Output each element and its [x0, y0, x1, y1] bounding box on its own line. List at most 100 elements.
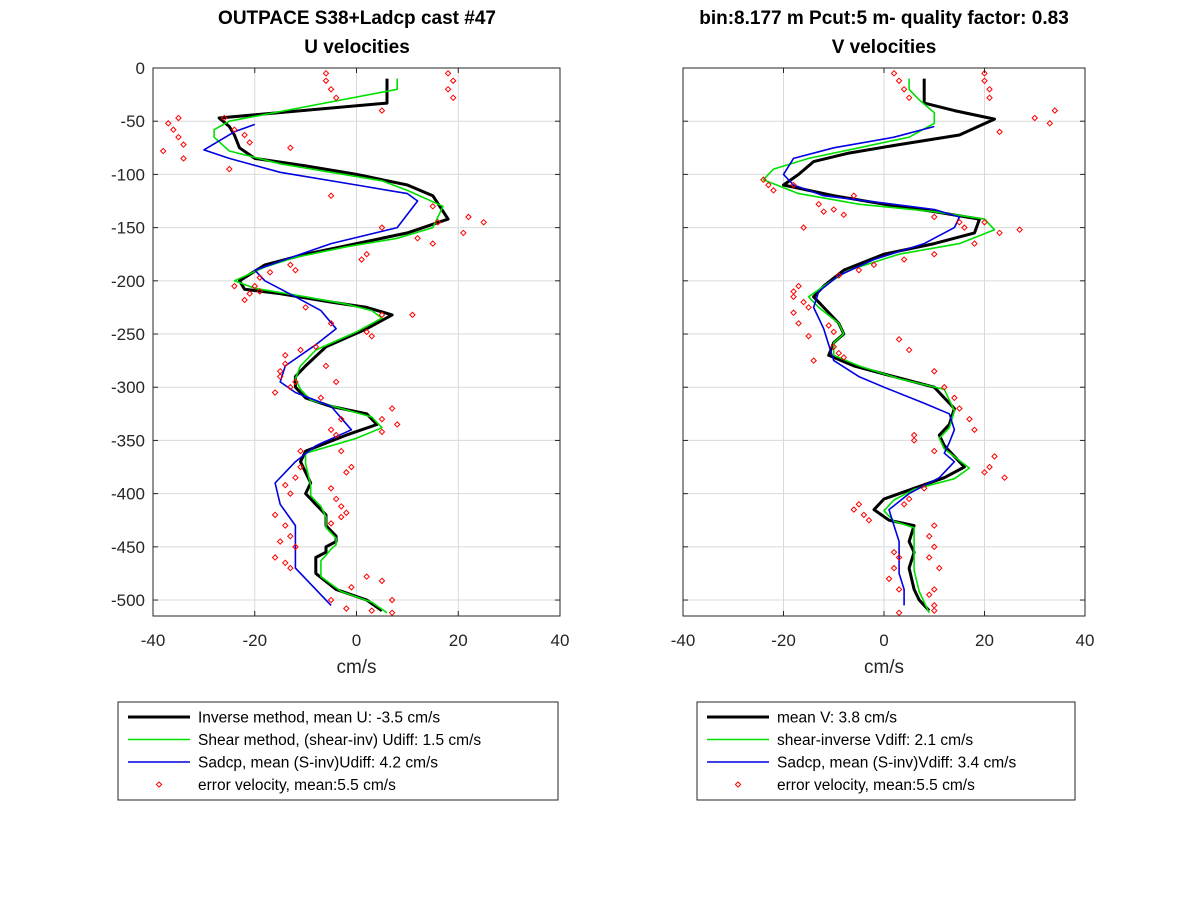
- error-velocity-point: [991, 453, 998, 460]
- data-layer: [159, 70, 487, 616]
- x-tick-label: 40: [551, 631, 570, 650]
- error-velocity-point: [409, 311, 416, 319]
- error-velocity-point: [480, 218, 487, 226]
- error-velocity-point: [271, 511, 279, 519]
- error-velocity-point: [327, 192, 335, 199]
- error-velocity-point: [327, 320, 335, 327]
- error-velocity-point: [870, 261, 878, 269]
- error-velocity-point: [900, 500, 908, 508]
- error-velocity-point: [465, 213, 472, 221]
- error-velocity-point: [800, 224, 807, 231]
- x-tick-label: -20: [242, 631, 267, 650]
- error-velocity-point: [358, 256, 365, 263]
- error-velocity-point: [256, 288, 264, 295]
- error-velocity-point: [388, 596, 396, 604]
- x-tick-label: 20: [449, 631, 468, 650]
- error-velocity-point: [900, 256, 908, 263]
- error-velocity-point: [981, 70, 988, 77]
- error-velocity-point: [981, 469, 988, 476]
- error-velocity-point: [332, 495, 340, 503]
- error-velocity-point: [961, 224, 968, 231]
- error-velocity-point: [271, 389, 279, 396]
- error-velocity-point: [231, 126, 238, 134]
- error-velocity-point: [159, 147, 167, 155]
- error-velocity-point: [830, 206, 838, 213]
- error-velocity-point: [765, 181, 772, 189]
- error-velocity-point: [835, 349, 843, 357]
- error-velocity-point: [378, 311, 386, 319]
- error-velocity-point: [297, 447, 304, 455]
- error-velocity-point: [332, 378, 340, 386]
- error-velocity-point: [895, 77, 903, 85]
- x-tick-label: -20: [771, 631, 796, 650]
- error-velocity-point: [327, 85, 335, 93]
- error-velocity-point: [251, 282, 259, 290]
- error-velocity-point: [895, 609, 903, 616]
- error-velocity-point: [920, 485, 928, 492]
- error-velocity-point: [770, 187, 777, 194]
- y-tick-label: -400: [111, 485, 145, 504]
- error-velocity-point: [895, 586, 903, 593]
- error-velocity-point: [170, 126, 177, 134]
- error-velocity-point: [900, 85, 908, 93]
- legend-box: [696, 701, 1076, 801]
- error-velocity-point: [820, 208, 828, 215]
- legend-entry-1: Inverse method, mean U: -3.5 cm/s: [198, 710, 440, 727]
- error-velocity-point: [292, 543, 299, 551]
- error-velocity-point: [256, 274, 264, 281]
- error-velocity-point: [322, 77, 330, 85]
- error-velocity-point: [850, 506, 858, 513]
- error-velocity-point: [951, 394, 958, 402]
- error-velocity-point: [790, 181, 797, 189]
- error-velocity-point: [830, 343, 838, 351]
- error-velocity-point: [815, 200, 822, 208]
- chart-title: OUTPACE S38+Ladcp cast #47: [218, 8, 496, 29]
- error-velocity-point: [971, 240, 978, 247]
- error-velocity-point: [297, 463, 304, 471]
- error-velocity-point: [266, 268, 274, 276]
- error-velocity-point: [287, 564, 294, 572]
- error-velocity-point: [930, 586, 938, 593]
- error-velocity-point: [840, 211, 848, 219]
- error-velocity-point: [175, 114, 182, 122]
- error-velocity-point: [317, 394, 325, 402]
- error-velocity-point: [956, 405, 963, 412]
- error-velocity-point: [800, 298, 807, 306]
- error-velocity-point: [241, 296, 248, 304]
- error-velocity-point: [337, 447, 345, 455]
- error-velocity-point: [393, 421, 401, 428]
- error-velocity-point: [850, 192, 858, 199]
- error-velocity-point: [292, 474, 299, 481]
- error-velocity-point: [180, 155, 187, 162]
- legend: Inverse method, mean U: -3.5 cm/s Shear m…: [117, 701, 559, 801]
- error-velocity-point: [363, 573, 370, 580]
- error-velocity-point: [981, 77, 988, 85]
- legend-swatch-error: [734, 781, 742, 788]
- x-axis-label: cm/s: [864, 657, 904, 678]
- y-tick-label: -350: [111, 431, 145, 450]
- error-velocity-point: [855, 500, 863, 508]
- error-velocity-point: [910, 437, 918, 444]
- y-tick-label: -50: [120, 112, 145, 131]
- error-velocity-point: [795, 282, 802, 290]
- error-velocity-point: [388, 609, 396, 616]
- error-velocity-point: [220, 114, 228, 122]
- error-velocity-point: [302, 304, 309, 311]
- error-velocity-point: [287, 532, 294, 540]
- error-velocity-point: [281, 481, 289, 489]
- error-velocity-point: [925, 554, 933, 561]
- error-velocity-point: [378, 428, 386, 436]
- error-velocity-point: [805, 332, 812, 340]
- error-velocity-point: [271, 554, 279, 561]
- legend-entry-error: error velocity, mean:5.5 cm/s: [198, 777, 396, 794]
- error-velocity-point: [327, 596, 335, 604]
- chart-title: bin:8.177 m Pcut:5 m- quality factor: 0.…: [699, 8, 1069, 29]
- error-velocity-point: [287, 261, 294, 269]
- error-velocity-point: [292, 378, 299, 386]
- error-velocity-point: [434, 218, 442, 226]
- error-velocity-point: [246, 290, 253, 297]
- error-velocity-point: [449, 77, 457, 85]
- error-velocity-point: [164, 120, 172, 127]
- error-velocity-point: [343, 469, 350, 476]
- y-tick-label: -450: [111, 538, 145, 557]
